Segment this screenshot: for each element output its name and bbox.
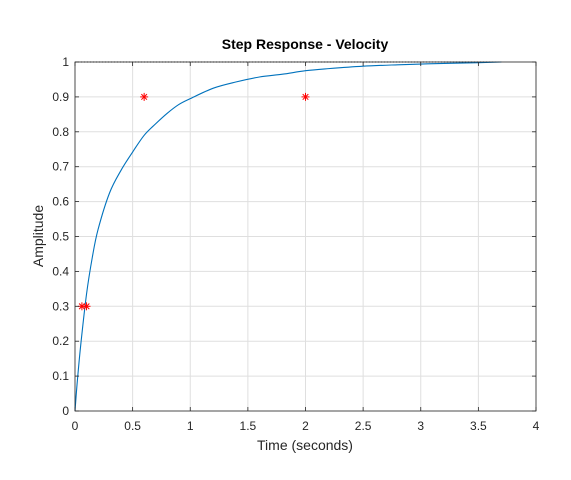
y-tick-label: 0.6 <box>52 195 69 209</box>
x-tick-label: 3 <box>417 419 424 433</box>
asterisk-marker <box>301 92 310 101</box>
y-tick-label: 0.1 <box>52 369 69 383</box>
y-tick-label: 1 <box>62 55 69 69</box>
y-tick-label: 0 <box>62 404 69 418</box>
step-response-line <box>74 61 502 412</box>
x-tick-label: 2 <box>302 419 309 433</box>
y-tick-label: 0.7 <box>52 160 69 174</box>
x-tick-label: 0.5 <box>124 419 141 433</box>
ticks: 0 0.5 1 1.5 2 2.5 3 3.5 4 0 0.1 0.2 0.3 0.4 0.5 0.6 0.7 0… <box>52 55 539 433</box>
x-tick-label: 1 <box>187 419 194 433</box>
y-tick-label: 0.2 <box>52 334 69 348</box>
y-axis-label: Amplitude <box>30 205 46 267</box>
y-tick-label: 0.3 <box>52 299 69 313</box>
series-markers <box>77 92 310 311</box>
x-tick-label: 4 <box>533 419 540 433</box>
y-tick-label: 0.8 <box>52 125 69 139</box>
x-tick-label: 1.5 <box>240 419 257 433</box>
chart-title: Step Response - Velocity <box>222 36 389 52</box>
x-tick-label: 3.5 <box>470 419 487 433</box>
x-tick-label: 2.5 <box>355 419 372 433</box>
y-tick-label: 0.9 <box>52 90 69 104</box>
x-tick-label: 0 <box>72 419 79 433</box>
asterisk-marker <box>140 92 149 101</box>
series-lines <box>74 61 502 412</box>
y-tick-label: 0.4 <box>52 264 69 278</box>
asterisk-marker <box>82 302 91 311</box>
y-tick-label: 0.5 <box>52 230 69 244</box>
x-axis-label: Time (seconds) <box>257 437 353 453</box>
